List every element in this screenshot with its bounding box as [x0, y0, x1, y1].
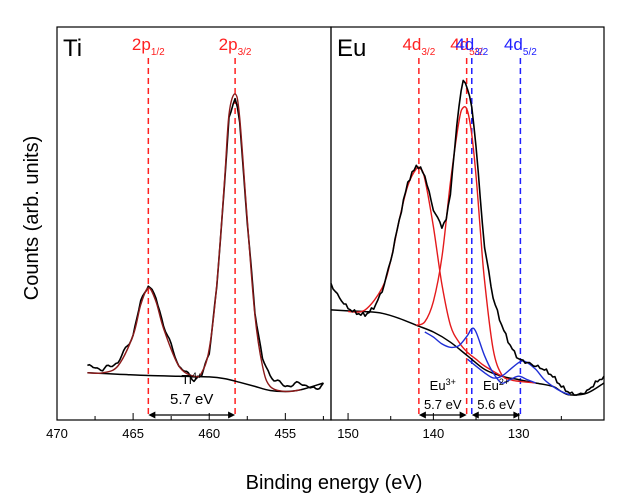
eu-tick-label: 150	[337, 426, 359, 441]
ti-tick-label: 465	[122, 426, 144, 441]
ti-fit_envelope-line	[87, 93, 301, 393]
tick-layer: 470 465 460 455 150 140 130	[46, 413, 605, 441]
eu-panel-frame	[330, 26, 605, 421]
eu-measured-line	[330, 79, 605, 396]
eu-arrowhead-left	[418, 411, 426, 419]
eu-species-label: Eu3+	[430, 377, 456, 393]
ti-tick-label: 455	[274, 426, 296, 441]
eu-eu3_5-2-line	[416, 106, 536, 384]
annotation-layer: Ti4+ 5.7 eV Eu3+ 5.7 eV Eu2+ 5.6 eV	[148, 371, 521, 419]
ti-panel-label: Ti	[63, 35, 82, 62]
eu-peak-label: 4d5/2	[450, 35, 483, 58]
eu-panel-label: Eu	[337, 35, 366, 62]
eu-peak-label: 4d3/2	[402, 35, 435, 58]
ti-peak-label: 2p3/2	[219, 35, 252, 58]
ti-peak-label: 2p1/2	[132, 35, 165, 58]
eu-splitting-value: 5.7 eV	[424, 397, 462, 412]
eu-arrowhead-right	[459, 411, 467, 419]
eu-tick-label: 130	[508, 426, 530, 441]
eu-tick-label: 140	[423, 426, 445, 441]
eu-species-label: Eu2+	[483, 377, 509, 393]
ti-arrowhead-left	[148, 411, 156, 419]
y-axis-title: Counts (arb. units)	[21, 136, 43, 301]
curve-layer	[87, 79, 605, 396]
eu-peak-label: 4d3/2	[455, 35, 488, 58]
eu-arrowhead-right	[513, 411, 521, 419]
eu-peak-label: 4d5/2	[504, 35, 537, 58]
ti-tick-label: 470	[46, 426, 68, 441]
ti-arrowhead-right	[228, 411, 236, 419]
ti-tick-label: 460	[198, 426, 220, 441]
ti-splitting-value: 5.7 eV	[170, 391, 213, 408]
x-axis-title: Binding energy (eV)	[246, 472, 423, 494]
eu-arrowhead-left	[471, 411, 479, 419]
ti-species-label: Ti4+	[181, 371, 202, 387]
eu-splitting-value: 5.6 eV	[477, 397, 515, 412]
eu-eu2_3-2-line	[424, 327, 537, 384]
